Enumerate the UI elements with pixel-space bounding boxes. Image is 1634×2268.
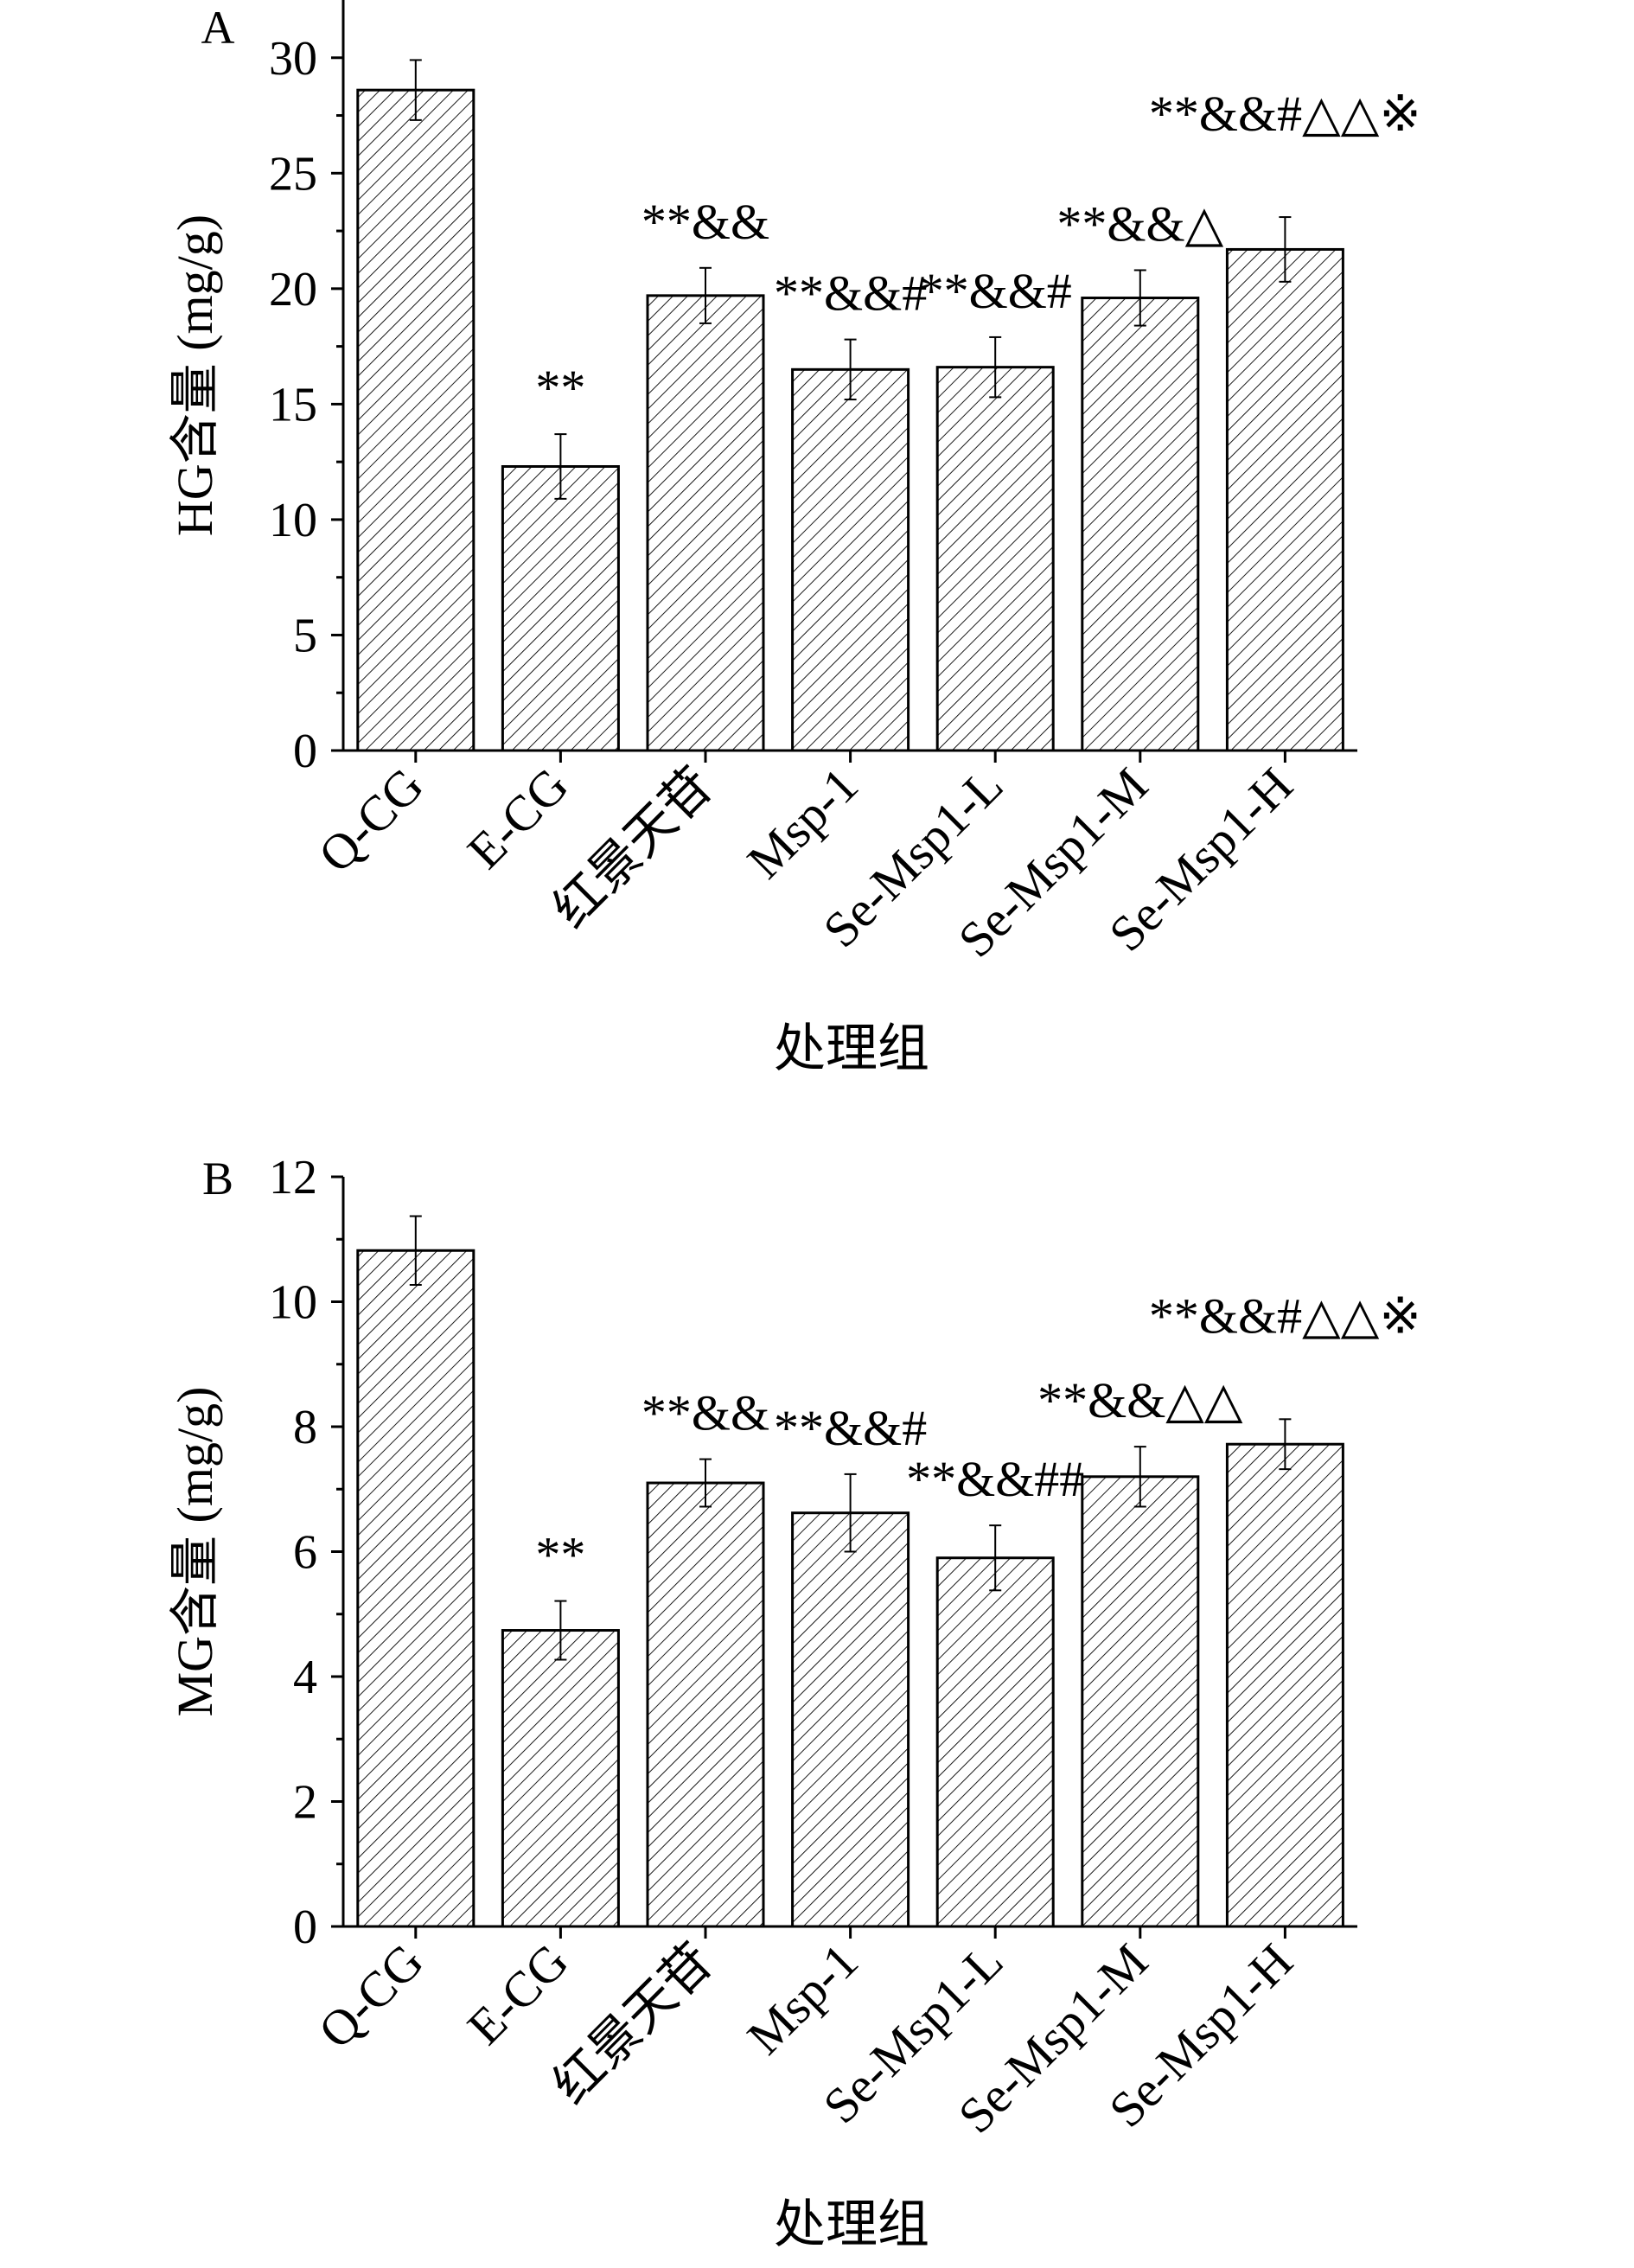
significance-label: **&& <box>641 194 769 250</box>
bar <box>1081 297 1200 752</box>
x-tick-label: E-CG <box>456 757 579 879</box>
y-tick-label: 2 <box>293 1776 317 1830</box>
bar <box>1225 247 1344 752</box>
x-tick-label: Q-CG <box>308 757 434 883</box>
x-tick-label: Q-CG <box>308 1933 434 2059</box>
x-tick-label: Msp-1 <box>737 1933 869 2065</box>
bar <box>935 1556 1055 1928</box>
significance-label: **&&#△△※ <box>1149 86 1421 142</box>
significance-label: ** <box>535 1527 585 1583</box>
x-axis-label: 处理组 <box>774 2196 929 2253</box>
significance-label: **&&△△ <box>1037 1372 1243 1428</box>
significance-label: **&&# <box>774 265 927 322</box>
y-tick-label: 5 <box>293 609 317 662</box>
y-tick-label: 25 <box>269 147 317 201</box>
y-tick-label: 15 <box>269 378 317 431</box>
significance-label: **&&△ <box>1056 195 1223 252</box>
bar <box>501 464 620 752</box>
y-tick-label: 6 <box>293 1526 317 1580</box>
bar <box>1225 1442 1344 1928</box>
y-tick-label: 8 <box>293 1401 317 1454</box>
chart-panel-a: 0 5 10 15 20 25 30 A HG含量 (mg/g) Q-CG ** E-CG **&& 红景… <box>167 0 1421 1077</box>
x-tick-label: Msp-1 <box>737 757 869 889</box>
y-tick-label: 20 <box>269 263 317 316</box>
bar <box>791 1511 910 1928</box>
y-tick-label: 10 <box>269 494 317 547</box>
bar <box>501 1629 620 1928</box>
panel-label: A <box>201 2 235 54</box>
x-tick-label: E-CG <box>456 1933 579 2055</box>
y-tick-label: 0 <box>293 1901 317 1954</box>
y-tick-label: 12 <box>269 1151 317 1204</box>
x-axis-label: 处理组 <box>774 1020 929 1077</box>
significance-label: **&&# <box>919 263 1072 319</box>
significance-label: **&&# <box>774 1400 927 1456</box>
significance-label: **&& <box>641 1385 769 1441</box>
x-tick-label: 红景天苷 <box>542 757 724 938</box>
y-axis-label: HG含量 (mg/g) <box>167 214 223 536</box>
y-tick-label: 0 <box>293 725 317 778</box>
y-tick-label: 4 <box>293 1651 317 1704</box>
significance-label: ** <box>535 360 585 416</box>
bar <box>646 1481 765 1928</box>
bar <box>646 294 765 752</box>
significance-label: **&&## <box>906 1451 1084 1507</box>
y-axis-label: MG含量 (mg/g) <box>167 1387 223 1717</box>
significance-label: **&&#△△※ <box>1149 1287 1421 1344</box>
bar <box>935 366 1055 752</box>
y-tick-label: 30 <box>269 32 317 86</box>
bar <box>791 367 910 752</box>
bar <box>1081 1475 1200 1928</box>
chart-panel-b: 0 2 4 6 8 10 12 B MG含量 (mg/g) Q-CG ** E-CG **&& 红景天苷 *… <box>167 1151 1421 2253</box>
x-tick-label: 红景天苷 <box>542 1933 724 2114</box>
panel-label: B <box>202 1153 233 1204</box>
bar <box>356 88 476 752</box>
y-tick-label: 10 <box>269 1276 317 1330</box>
bar <box>356 1249 476 1928</box>
